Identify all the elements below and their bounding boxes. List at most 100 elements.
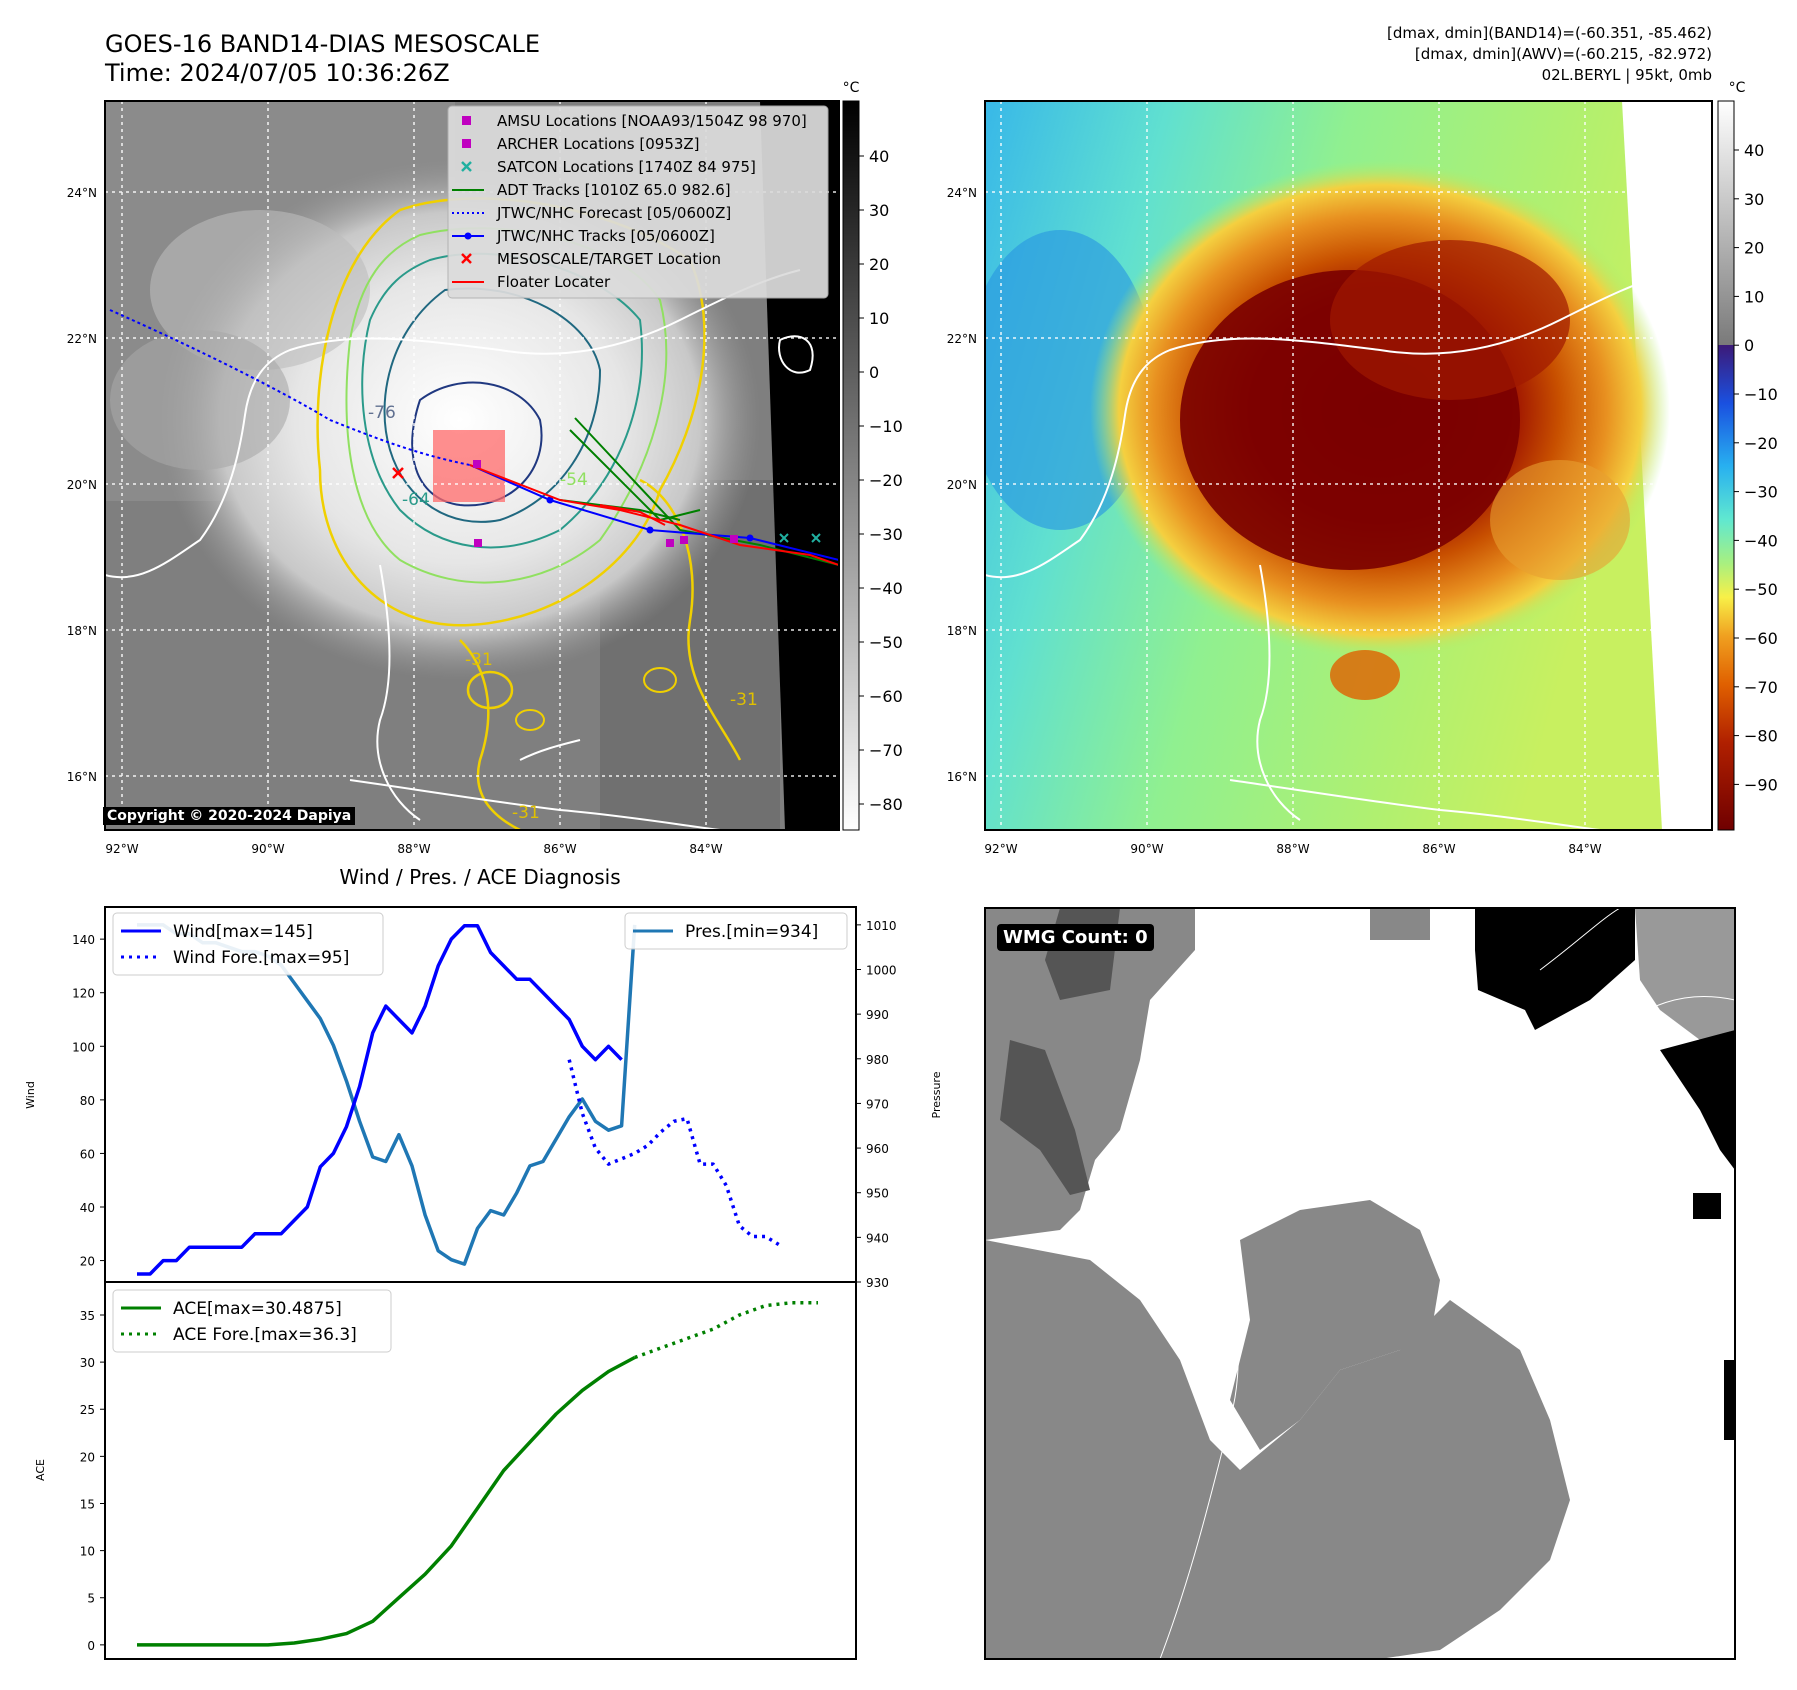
wind-tick-label: 120 (72, 987, 95, 1001)
lat-label: 18°N (67, 624, 97, 638)
copyright-badge: Copyright © 2020-2024 Dapiya (103, 807, 356, 825)
colorbar-tick-label: 30 (1744, 190, 1764, 209)
legend-entry: ADT Tracks [1010Z 65.0 982.6] (452, 181, 731, 199)
lon-label: 84°W (1568, 842, 1601, 856)
colorbar-tick-label: 20 (869, 255, 889, 274)
lon-label: 90°W (251, 842, 284, 856)
legend-square-marker (462, 139, 471, 148)
lon-label: 92°W (105, 842, 138, 856)
lon-label: 88°W (397, 842, 430, 856)
legend-label: ACE[max=30.4875] (173, 1299, 342, 1319)
colorbar-tick-label: 20 (1744, 239, 1764, 258)
colorbar-tick-label: −60 (869, 687, 903, 706)
series-line (137, 924, 623, 1276)
awv-map-axes: 24°N 22°N 20°N 18°N 16°N 92°W 90°W 88°W … (947, 186, 1602, 856)
legend-label: JTWC/NHC Tracks [05/0600Z] (496, 227, 715, 245)
colorbar-tick-label: −10 (869, 417, 903, 436)
pressure-tick-label: 930 (866, 1276, 889, 1290)
lat-label: 24°N (947, 186, 977, 200)
colorbar-tick-label: −60 (1744, 629, 1778, 648)
legend-label: ADT Tracks [1010Z 65.0 982.6] (497, 181, 731, 199)
legend-entry: SATCON Locations [1740Z 84 975] (461, 158, 756, 176)
legend-label: ARCHER Locations [0953Z] (497, 135, 700, 153)
lon-label: 84°W (689, 842, 722, 856)
contour-label: -64 (402, 490, 430, 510)
legend-label: ACE Fore.[max=36.3] (173, 1325, 357, 1345)
lat-label: 22°N (67, 332, 97, 346)
series-line (634, 1300, 818, 1360)
lon-label: 86°W (543, 842, 576, 856)
chart-legend: Pres.[min=934] (624, 912, 848, 950)
title-line-2: Time: 2024/07/05 10:36:26Z (104, 59, 450, 87)
legend-label: Floater Locater (497, 273, 611, 291)
lon-label: 86°W (1422, 842, 1455, 856)
legend-label: SATCON Locations [1740Z 84 975] (497, 158, 756, 176)
colorbar-tick-label: 0 (869, 363, 879, 382)
colorbar-tick-label: −10 (1744, 385, 1778, 404)
pressure-tick-label: 950 (866, 1187, 889, 1201)
wind-tick-label: 60 (80, 1147, 95, 1161)
wmg-panel (984, 907, 1736, 1660)
colorbar-tick-label: 40 (869, 147, 889, 166)
info-line-1: [dmax, dmin](BAND14)=(-60.351, -85.462) (1387, 24, 1712, 42)
pressure-tick-label: 980 (866, 1053, 889, 1067)
colorbar-tick-label: −90 (1744, 775, 1778, 794)
pressure-tick-label: 960 (866, 1142, 889, 1156)
legend-entry: ARCHER Locations [0953Z] (462, 135, 700, 153)
legend-entry: JTWC/NHC Tracks [05/0600Z] (452, 227, 715, 245)
info-line-3: 02L.BERYL | 95kt, 0mb (1542, 66, 1712, 84)
diagnosis-title: Wind / Pres. / ACE Diagnosis (339, 865, 620, 889)
colorbar-tick-label: 0 (1744, 336, 1754, 355)
pressure-tick-label: 940 (866, 1231, 889, 1245)
lat-label: 24°N (67, 186, 97, 200)
colorbar-tick-label: −20 (869, 471, 903, 490)
lat-label: 20°N (947, 478, 977, 492)
legend-entry: AMSU Locations [NOAA93/1504Z 98 970] (462, 112, 807, 130)
lon-label: 90°W (1130, 842, 1163, 856)
wind-tick-label: 100 (72, 1040, 95, 1054)
legend-entry: MESOSCALE/TARGET Location (461, 250, 721, 268)
lat-label: 20°N (67, 478, 97, 492)
series-line (567, 1059, 780, 1246)
pressure-tick-label: 990 (866, 1008, 889, 1022)
colorbar-tick-label: −30 (1744, 483, 1778, 502)
wind-tick-label: 40 (80, 1201, 95, 1215)
wind-tick-label: 80 (80, 1094, 95, 1108)
ace-tick-label: 20 (80, 1450, 95, 1464)
wind-tick-label: 20 (80, 1255, 95, 1269)
contour-label: -31 (730, 690, 758, 710)
legend-label: JTWC/NHC Forecast [05/0600Z] (496, 204, 731, 222)
colorbar-tick-label: −30 (869, 525, 903, 544)
legend-dot-marker (464, 232, 472, 240)
info-line-2: [dmax, dmin](AWV)=(-60.215, -82.972) (1415, 45, 1712, 63)
colorbar-tick-label: −70 (1744, 678, 1778, 697)
awv-map (984, 100, 1713, 831)
ace-tick-label: 35 (80, 1309, 95, 1323)
colorbar-tick-label: −40 (869, 579, 903, 598)
ace-tick-label: 10 (80, 1545, 95, 1559)
lat-label: 22°N (947, 332, 977, 346)
contour-label: -76 (368, 403, 396, 423)
legend-label: AMSU Locations [NOAA93/1504Z 98 970] (497, 112, 807, 130)
series-line (137, 1355, 636, 1647)
colorbar-tick-label: −50 (1744, 580, 1778, 599)
lat-label: 18°N (947, 624, 977, 638)
contour-label: -54 (560, 470, 588, 490)
legend-x-marker (461, 161, 472, 172)
colorbar-tick-label: −50 (869, 633, 903, 652)
chart-legend: ACE[max=30.4875] ACE Fore.[max=36.3] (112, 1289, 392, 1353)
ace-tick-label: 30 (80, 1356, 95, 1370)
wind-axis-label: Wind (24, 1081, 37, 1109)
legend-entry: Floater Locater (452, 273, 611, 291)
ace-tick-label: 25 (80, 1403, 95, 1417)
colorbar-tick-label: −40 (1744, 531, 1778, 550)
lon-label: 92°W (984, 842, 1017, 856)
legend-x-marker (461, 253, 472, 264)
contour-label: -31 (465, 650, 493, 670)
ace-chart: 0 5 10 15 20 25 30 35 ACE[max=30.4875] ACE Fore.[… (34, 1281, 857, 1660)
colorbar-unit: °C (1729, 80, 1746, 96)
ir-map-axes: 24°N 22°N 20°N 18°N 16°N 92°W 90°W 88°W … (67, 186, 723, 856)
colorbar-tick-label: −70 (869, 741, 903, 760)
map-legend: AMSU Locations [NOAA93/1504Z 98 970] ARCH… (447, 105, 829, 299)
